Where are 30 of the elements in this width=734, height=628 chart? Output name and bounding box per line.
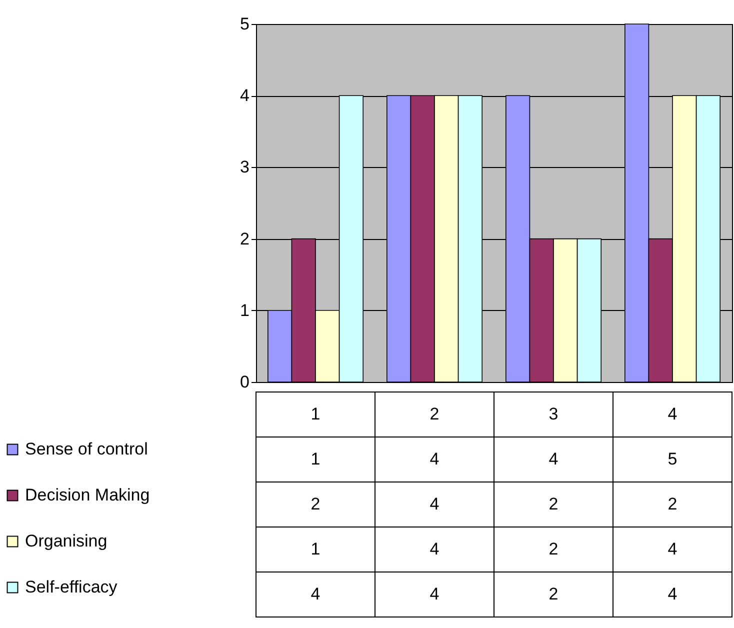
data-label: 4 [430,450,440,468]
legend-label: Organising [25,532,108,550]
data-label: 4 [548,450,558,468]
data-label: 4 [430,540,440,558]
data-label: 2 [548,494,558,514]
x-tick-label: 3 [548,404,558,424]
x-tick-label: 4 [668,404,678,424]
y-tick-label: 0 [240,372,250,392]
data-label: 1 [310,540,320,558]
data-label: 4 [668,540,678,558]
x-tick-label: 2 [430,404,440,424]
data-label: 4 [668,584,678,604]
y-tick-label: 5 [240,14,250,34]
data-label: 2 [548,584,558,604]
y-tick-label: 4 [240,86,250,106]
legend-label: Sense of control [25,440,148,458]
y-tick-label: 1 [240,300,250,320]
y-tick-label: 2 [240,229,250,248]
legend-label: Decision Making [25,486,150,504]
data-label: 4 [430,494,440,514]
legend-label: Self-efficacy [25,578,118,596]
y-tick-label: 3 [240,158,250,177]
data-label: 2 [310,494,320,514]
data-label: 4 [310,584,320,604]
x-tick-label: 1 [310,404,320,424]
data-label: 2 [668,494,678,514]
data-label: 4 [430,584,440,604]
data-label: 1 [310,450,320,468]
data-label: 2 [548,540,558,558]
data-label: 5 [668,450,678,468]
